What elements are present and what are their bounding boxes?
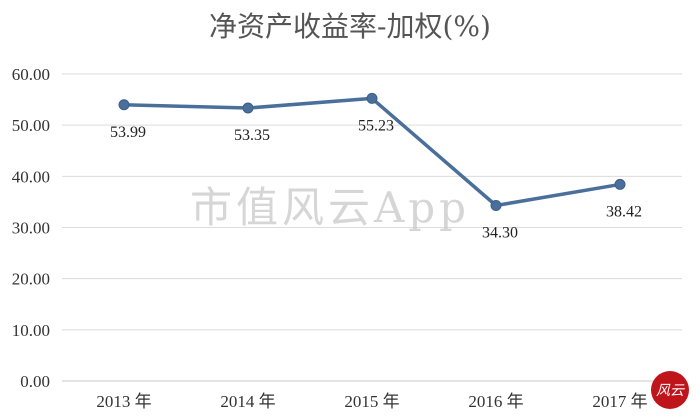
- y-tick-label: 30.00: [12, 219, 50, 238]
- data-point: [366, 92, 378, 104]
- y-tick-label: 60.00: [12, 65, 50, 84]
- data-label: 34.30: [482, 224, 518, 241]
- x-axis-ticks: 2013 年 2014 年 2015 年 2016 年 2017 年: [96, 392, 647, 411]
- y-tick-label: 50.00: [12, 116, 50, 135]
- x-tick-label: 2013 年: [96, 392, 151, 411]
- stamp-circle: [651, 371, 689, 409]
- x-tick-label: 2015 年: [344, 392, 399, 411]
- y-tick-label: 0.00: [20, 372, 50, 391]
- stamp-text: 风云: [656, 383, 685, 399]
- data-point: [242, 102, 254, 114]
- data-label: 53.35: [234, 127, 270, 144]
- x-tick-label: 2017 年: [592, 392, 647, 411]
- data-label: 38.42: [606, 203, 642, 220]
- data-point: [614, 178, 626, 190]
- x-tick-label: 2016 年: [468, 392, 523, 411]
- data-point: [490, 199, 502, 211]
- y-tick-label: 40.00: [12, 167, 50, 186]
- series-line-group: [118, 92, 626, 211]
- data-label: 53.99: [110, 124, 146, 141]
- stamp-logo: 风云: [651, 371, 689, 409]
- data-point: [118, 99, 130, 111]
- watermark: 市值风云App: [190, 183, 470, 232]
- y-tick-label: 20.00: [12, 270, 50, 289]
- y-axis-ticks: 0.00 10.00 20.00 30.00 40.00 50.00 60.00: [12, 65, 50, 391]
- x-tick-label: 2014 年: [220, 392, 275, 411]
- y-tick-label: 10.00: [12, 321, 50, 340]
- chart-title: 净资产收益率-加权(%): [209, 10, 491, 43]
- data-label: 55.23: [358, 117, 394, 134]
- gridlines: [62, 73, 682, 382]
- data-labels: 53.99 53.35 55.23 34.30 38.42: [110, 117, 642, 241]
